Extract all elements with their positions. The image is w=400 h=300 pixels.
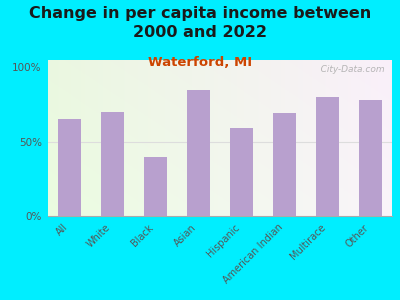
Bar	[101, 112, 124, 216]
Bar	[316, 97, 339, 216]
Bar	[187, 90, 210, 216]
Text: City-Data.com: City-Data.com	[312, 65, 385, 74]
Text: Waterford, MI: Waterford, MI	[148, 56, 252, 68]
Bar	[230, 128, 253, 216]
Bar	[144, 157, 167, 216]
Bar	[273, 113, 296, 216]
Text: Change in per capita income between
2000 and 2022: Change in per capita income between 2000…	[29, 6, 371, 40]
Bar	[359, 100, 382, 216]
Bar	[58, 119, 81, 216]
